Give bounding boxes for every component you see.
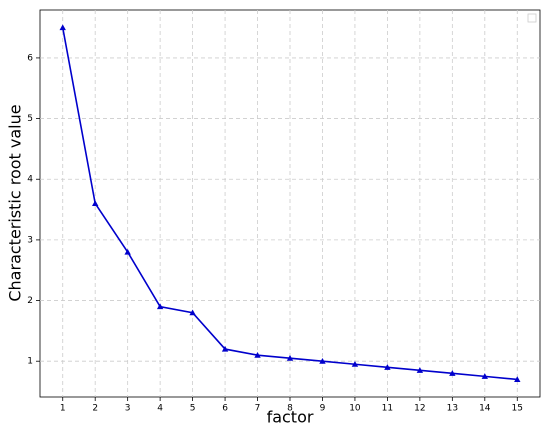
y-tick-label: 2: [27, 296, 33, 306]
y-tick-label: 5: [27, 114, 33, 124]
x-tick-label: 7: [255, 404, 261, 414]
x-tick-label: 2: [92, 404, 98, 414]
marker: [514, 376, 521, 382]
y-axis-label: Characteristic root value: [6, 104, 25, 301]
marker: [91, 200, 99, 207]
marker: [416, 367, 424, 373]
marker: [156, 303, 164, 310]
marker: [59, 24, 66, 31]
x-tick-label: 15: [512, 404, 523, 414]
marker: [254, 351, 261, 358]
y-tick-label: 4: [27, 175, 33, 185]
marker: [189, 309, 196, 316]
x-tick-label: 10: [349, 404, 361, 414]
x-tick-label: 11: [382, 404, 393, 414]
grid: [40, 10, 540, 397]
x-axis-label: factor: [267, 408, 314, 427]
y-tick-label: 6: [27, 53, 33, 63]
x-tick-label: 3: [125, 404, 131, 414]
x-tick-label: 13: [447, 404, 458, 414]
x-tick-label: 6: [222, 404, 228, 414]
x-tick-label: 12: [414, 404, 425, 414]
marker: [124, 248, 131, 255]
marker: [384, 364, 391, 370]
x-tick-label: 8: [287, 404, 293, 414]
x-tick-label: 1: [60, 404, 66, 414]
marker: [449, 370, 456, 376]
y-tick-label: 3: [27, 235, 33, 245]
marker: [286, 354, 294, 361]
marker: [221, 345, 229, 352]
y-tick-label: 1: [27, 357, 33, 367]
x-tick-label: 9: [320, 404, 326, 414]
x-tick-label: 14: [479, 404, 491, 414]
marker: [351, 361, 359, 367]
legend-box: [527, 13, 537, 23]
marker: [481, 373, 489, 379]
x-tick-label: 5: [190, 404, 196, 414]
x-tick-label: 4: [157, 404, 163, 414]
marker: [319, 358, 326, 364]
